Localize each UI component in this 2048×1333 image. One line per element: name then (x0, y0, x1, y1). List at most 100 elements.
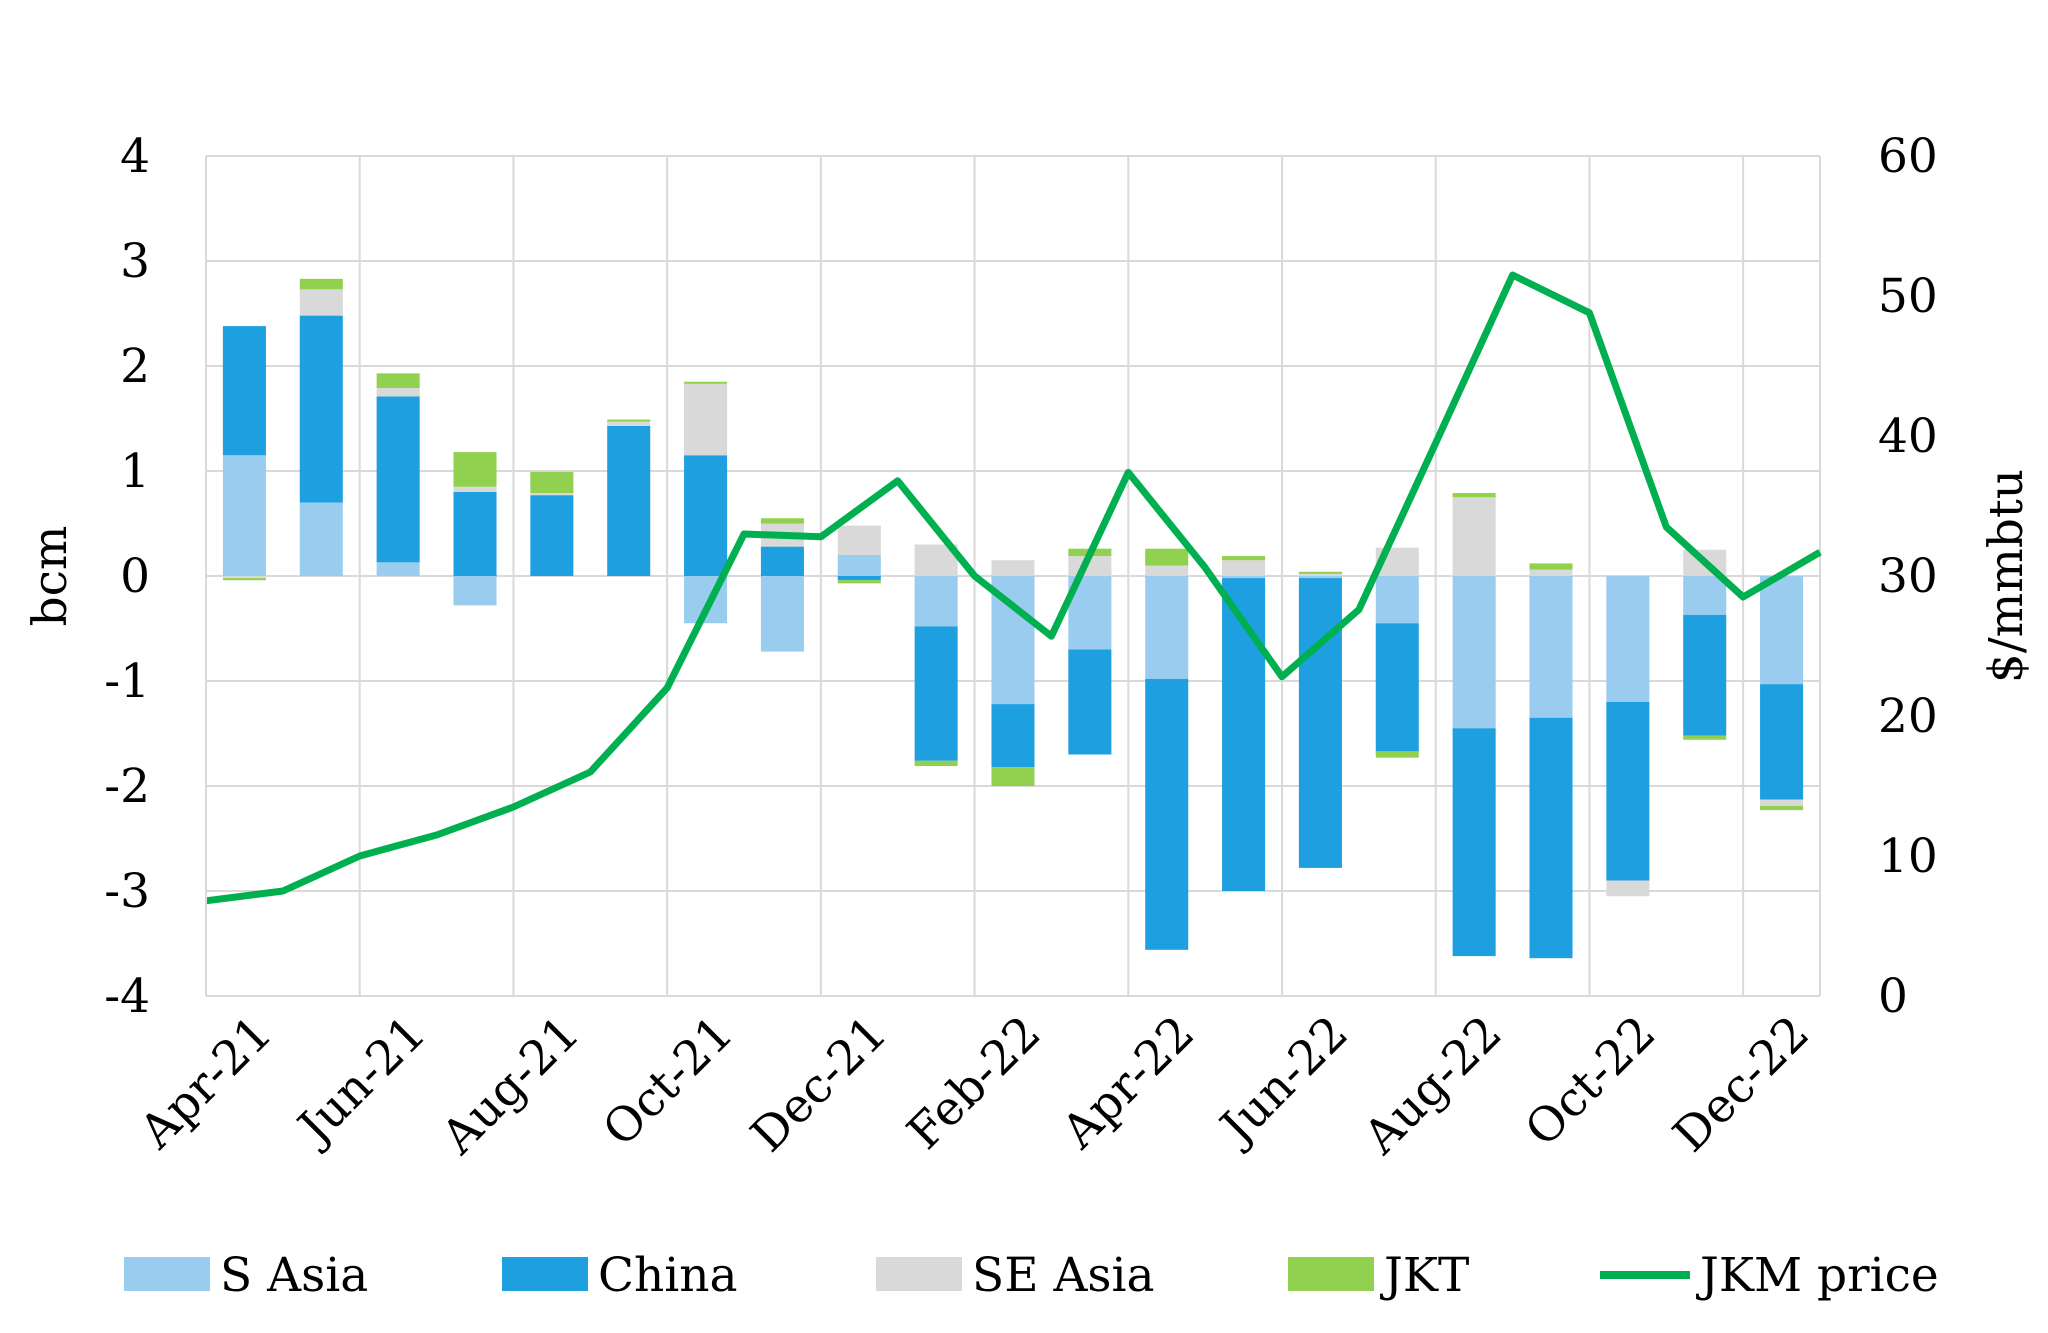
bar-jkt-jun-21 (376, 373, 420, 389)
bar-s-asia-jan-22 (914, 576, 958, 627)
bar-china-sep-22 (1529, 717, 1573, 959)
bar-china-sep-21 (607, 425, 651, 576)
bar-se-asia-jun-22 (1298, 573, 1342, 576)
bar-jkt-oct-21 (684, 381, 728, 384)
bar-s-asia-may-22 (1222, 576, 1266, 579)
bar-s-asia-dec-21 (837, 555, 881, 576)
bar-jkt-aug-21 (530, 472, 574, 494)
bar-se-asia-apr-22 (1145, 565, 1189, 576)
bar-china-apr-21 (222, 326, 266, 456)
bar-jkt-nov-21 (760, 518, 804, 524)
bar-s-asia-jun-22 (1298, 576, 1342, 579)
bar-jkt-apr-22 (1145, 548, 1189, 566)
y-tick-label: -4 (104, 969, 150, 1024)
bar-jkt-dec-21 (837, 580, 881, 584)
bar-jkt-nov-22 (1683, 735, 1727, 740)
bar-china-dec-22 (1760, 684, 1804, 800)
bar-china-may-21 (299, 315, 343, 503)
y-tick-label: 1 (120, 444, 150, 499)
x-tick-label: Jun-21 (285, 1006, 436, 1157)
x-tick-label: Feb-22 (897, 1006, 1052, 1161)
bar-s-asia-jul-22 (1375, 576, 1419, 624)
legend-label-china: China (598, 1248, 738, 1303)
bar-jkt-jun-22 (1298, 571, 1342, 574)
bar-jkt-dec-22 (1760, 805, 1804, 811)
jkm-price-line (205, 271, 1822, 905)
x-tick-label: Oct-21 (592, 1006, 744, 1158)
bar-china-jul-22 (1375, 623, 1419, 752)
y2-tick-label: 20 (1878, 689, 1938, 744)
bar-se-asia-jun-21 (376, 388, 420, 397)
jkm-line-layer (205, 271, 1822, 905)
bar-se-asia-may-22 (1222, 560, 1266, 576)
bar-china-jan-22 (914, 626, 958, 761)
bar-s-asia-apr-22 (1145, 576, 1189, 679)
bar-s-asia-nov-21 (760, 576, 804, 652)
bar-s-asia-jul-21 (453, 576, 497, 606)
y-tick-label: -1 (104, 654, 150, 709)
y2-tick-label: 50 (1878, 269, 1938, 324)
bar-jkt-may-22 (1222, 556, 1266, 561)
y2-tick-label: 10 (1878, 829, 1938, 884)
legend-swatch-s-asia (124, 1257, 210, 1291)
bar-s-asia-aug-22 (1452, 576, 1496, 729)
bar-jkt-feb-22 (991, 767, 1035, 786)
bar-china-aug-21 (530, 495, 574, 576)
y-tick-label: 4 (120, 129, 150, 184)
y2-tick-label: 40 (1878, 409, 1938, 464)
legend-swatch-se-asia (876, 1257, 962, 1291)
y-tick-label: 3 (120, 234, 150, 289)
bars (222, 278, 1804, 959)
x-tick-label: Apr-22 (1051, 1006, 1205, 1160)
bar-s-asia-nov-22 (1683, 576, 1727, 615)
y-axis-title: bcm (23, 526, 78, 627)
bar-china-oct-22 (1606, 702, 1650, 881)
legend: S Asia China SE Asia JKT JKM price (124, 1248, 1939, 1303)
bar-s-asia-sep-22 (1529, 576, 1573, 718)
bar-china-oct-21 (684, 455, 728, 576)
bar-se-asia-jul-21 (453, 486, 497, 492)
x-tick-label: Apr-21 (129, 1006, 283, 1160)
legend-label-s-asia: S Asia (220, 1248, 368, 1303)
bar-china-apr-22 (1145, 678, 1189, 950)
bar-china-aug-22 (1452, 728, 1496, 957)
bar-se-asia-dec-22 (1760, 799, 1804, 806)
bar-s-asia-apr-21 (222, 455, 266, 576)
bar-jkt-sep-22 (1529, 563, 1573, 570)
bar-se-asia-may-21 (299, 289, 343, 316)
y-tick-label: -2 (104, 759, 150, 814)
bar-china-jun-21 (376, 396, 420, 563)
y-tick-label: 2 (120, 339, 150, 394)
y-tick-label: 0 (120, 549, 150, 604)
x-tick-label: Aug-21 (431, 1006, 591, 1166)
bar-se-asia-dec-21 (837, 525, 881, 555)
bar-jkt-sep-21 (607, 419, 651, 422)
x-tick-label: Aug-22 (1353, 1006, 1513, 1166)
bar-jkt-jan-22 (914, 760, 958, 767)
bar-jkt-apr-21 (222, 578, 266, 581)
bar-s-asia-oct-22 (1606, 576, 1650, 702)
bar-china-nov-21 (760, 546, 804, 576)
bar-se-asia-oct-22 (1606, 880, 1650, 897)
bar-se-asia-feb-22 (991, 560, 1035, 576)
y2-axis-title: $/mmbtu (1979, 469, 2034, 683)
bar-se-asia-aug-22 (1452, 497, 1496, 576)
legend-swatch-jkt (1288, 1257, 1374, 1291)
legend-label-se-asia: SE Asia (972, 1248, 1155, 1303)
bar-china-jun-22 (1298, 578, 1342, 868)
bar-china-dec-21 (837, 576, 881, 581)
y2-tick-label: 0 (1878, 969, 1908, 1024)
bar-china-mar-22 (1068, 649, 1112, 755)
x-tick-label: Oct-22 (1515, 1006, 1667, 1158)
bar-se-asia-apr-21 (222, 576, 266, 579)
y2-tick-label: 60 (1878, 129, 1938, 184)
bar-s-asia-dec-22 (1760, 576, 1804, 685)
bar-se-asia-oct-21 (684, 383, 728, 456)
bar-jkt-aug-22 (1452, 493, 1496, 498)
y2-tick-label: 30 (1878, 549, 1938, 604)
bar-china-nov-22 (1683, 614, 1727, 736)
bar-china-feb-22 (991, 704, 1035, 768)
legend-swatch-china (502, 1257, 588, 1291)
